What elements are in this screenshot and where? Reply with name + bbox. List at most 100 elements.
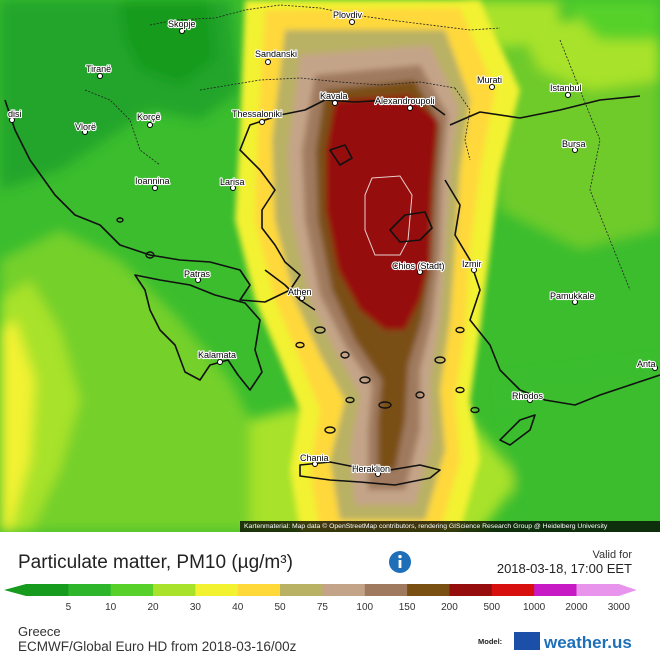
scale-swatch (491, 584, 535, 596)
scale-swatch (237, 584, 281, 596)
city-alexandroupoli[interactable]: Alexandroupoli (374, 95, 436, 111)
city-pamukkale[interactable]: Pamukkale (549, 290, 596, 305)
svg-text:disi: disi (8, 109, 22, 119)
brand-logo[interactable]: weather.us (514, 630, 654, 656)
city-thessaloniki[interactable]: Thessaloniki (231, 108, 283, 125)
scale-swatch (110, 584, 154, 596)
svg-text:Vlorë: Vlorë (75, 122, 96, 132)
svg-text:Bursa: Bursa (562, 139, 586, 149)
city-tirane[interactable]: Tiranë (85, 63, 112, 79)
city-izmir[interactable]: Izmir (461, 258, 483, 273)
svg-text:Izmir: Izmir (462, 259, 482, 269)
scale-swatch (322, 584, 366, 596)
city-chania[interactable]: Chania (299, 452, 330, 467)
svg-text:Korçë: Korçë (137, 112, 161, 122)
valid-for-label: Valid for (592, 549, 632, 561)
scale-tick-label: 10 (105, 602, 117, 613)
city-vlore[interactable]: Vlorë (74, 121, 97, 135)
city-bursa[interactable]: Bursa (561, 138, 587, 153)
scale-swatch (280, 584, 323, 596)
svg-text:Istanbul: Istanbul (550, 83, 582, 93)
map-canvas[interactable]: Skopje Plovdiv Sandanski Tiranë Murati I… (0, 0, 660, 532)
model-label: Model: (478, 637, 503, 646)
legend-panel: Particulate matter, PM10 (µg/m³) Valid f… (0, 532, 660, 662)
legend-title: Particulate matter, PM10 (µg/m³) (18, 552, 293, 573)
scale-tick-label: 30 (190, 602, 202, 613)
scale-arrow-right (618, 584, 637, 596)
svg-text:Patras: Patras (184, 269, 211, 279)
pm10-map[interactable]: Skopje Plovdiv Sandanski Tiranë Murati I… (0, 0, 660, 532)
svg-text:Rhodos: Rhodos (512, 391, 544, 401)
svg-text:Kalamata: Kalamata (198, 350, 236, 360)
info-icon[interactable] (388, 550, 412, 574)
city-murati[interactable]: Murati (476, 74, 503, 90)
concentration-field (0, 0, 660, 532)
city-larisa[interactable]: Larisa (219, 176, 246, 191)
svg-text:Kavala: Kavala (320, 91, 348, 101)
map-attribution: Kartenmaterial: Map data © OpenStreetMap… (240, 521, 660, 532)
city-rhodos[interactable]: Rhodos (511, 390, 545, 403)
scale-tick-label: 200 (441, 602, 458, 613)
scale-tick-label: 20 (147, 602, 159, 613)
svg-text:Heraklion: Heraklion (352, 464, 390, 474)
scale-tick-label: 3000 (608, 602, 631, 613)
scale-tick-label: 5 (66, 602, 72, 613)
scale-swatch (364, 584, 408, 596)
scale-swatch (68, 584, 112, 596)
scale-tick-label: 75 (317, 602, 329, 613)
svg-text:Murati: Murati (477, 75, 502, 85)
svg-text:Sandanski: Sandanski (255, 49, 297, 59)
city-chios[interactable]: Chios (Stadt) (391, 260, 446, 275)
city-heraklion[interactable]: Heraklion (351, 463, 391, 477)
city-kalamata[interactable]: Kalamata (197, 349, 237, 365)
svg-text:Alexandroupoli: Alexandroupoli (375, 96, 435, 106)
scale-swatch (26, 584, 69, 596)
city-athen[interactable]: Athen (287, 286, 313, 301)
city-disi[interactable]: disi (7, 108, 23, 123)
city-markers: Skopje Plovdiv Sandanski Tiranë Murati I… (7, 9, 658, 477)
svg-text:Skopje: Skopje (168, 19, 196, 29)
scale-tick-label: 2000 (565, 602, 588, 613)
city-ioannina[interactable]: Ioannina (134, 175, 171, 191)
svg-text:Pamukkale: Pamukkale (550, 291, 595, 301)
brand-name: weather.us (544, 633, 632, 652)
scale-arrow-left (4, 584, 26, 596)
city-istanbul[interactable]: Istanbul (549, 82, 583, 98)
city-kavala[interactable]: Kavala (319, 90, 349, 106)
svg-text:Ioannina: Ioannina (135, 176, 170, 186)
islands (116, 217, 480, 434)
scale-tick-label: 40 (232, 602, 244, 613)
svg-text:Larisa: Larisa (220, 177, 245, 187)
region-label: Greece (18, 624, 61, 639)
scale-swatch (449, 584, 493, 596)
scale-swatch (576, 584, 620, 596)
coastlines (4, 95, 660, 486)
valid-date: 2018-03-18, 17:00 EET (496, 561, 632, 576)
svg-text:Plovdiv: Plovdiv (333, 10, 363, 20)
svg-text:Chios (Stadt): Chios (Stadt) (392, 261, 445, 271)
svg-text:Chania: Chania (300, 453, 329, 463)
city-patras[interactable]: Patras (183, 268, 212, 283)
svg-text:Anta: Anta (637, 359, 656, 369)
color-scale-bar (4, 584, 637, 596)
city-korce[interactable]: Korçë (136, 111, 162, 128)
scale-swatch (153, 584, 196, 596)
color-scale: 5 10 20 30 40 50 75 100 150 200 500 1000 2000 3000 (4, 584, 637, 613)
scale-tick-label: 50 (275, 602, 287, 613)
city-anta[interactable]: Anta (636, 358, 658, 371)
svg-text:Athen: Athen (288, 287, 312, 297)
scale-swatch (534, 584, 577, 596)
scale-swatch (407, 584, 450, 596)
scale-tick-label: 500 (483, 602, 500, 613)
svg-text:Thessaloniki: Thessaloniki (232, 109, 282, 119)
city-skopje[interactable]: Skopje (167, 18, 197, 34)
eu-flag-icon (514, 632, 540, 650)
borders (84, 4, 631, 291)
scale-tick-label: 150 (399, 602, 416, 613)
city-sandanski[interactable]: Sandanski (254, 48, 298, 65)
scale-tick-label: 100 (356, 602, 373, 613)
svg-text:Tiranë: Tiranë (86, 64, 111, 74)
scale-tick-label: 1000 (523, 602, 546, 613)
model-run-info: ECMWF/Global Euro HD from 2018-03-16/00z (18, 639, 297, 654)
city-plovdiv[interactable]: Plovdiv (332, 9, 364, 25)
